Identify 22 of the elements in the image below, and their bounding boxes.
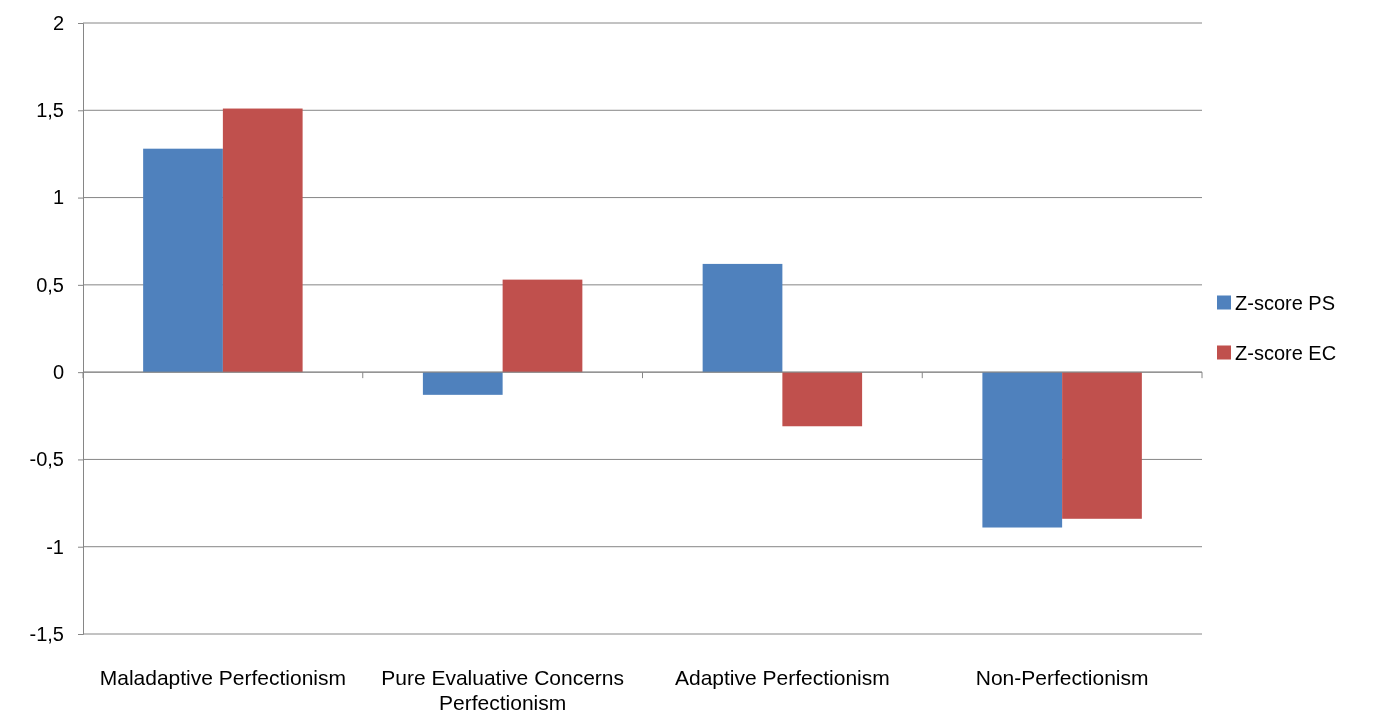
legend-label: Z-score PS	[1235, 291, 1336, 314]
x-tick-label: Adaptive Perfectionism	[674, 666, 890, 689]
bar	[143, 148, 223, 373]
y-tick-label: 1	[52, 186, 64, 209]
y-tick-label: -0,5	[29, 448, 64, 471]
y-tick-label: 1,5	[36, 99, 64, 122]
bar	[502, 279, 583, 373]
x-tick-label: Non-Perfectionism	[975, 666, 1149, 689]
y-tick-label: 2	[52, 11, 64, 34]
y-tick-label: 0,5	[36, 273, 64, 296]
y-tick-label: -1,5	[29, 622, 64, 645]
bar	[982, 372, 1063, 528]
y-tick-label: 0	[52, 361, 64, 384]
bar	[1062, 372, 1142, 519]
bar	[702, 263, 783, 373]
legend-label: Z-score EC	[1235, 341, 1337, 364]
bar	[422, 372, 503, 395]
bar	[782, 372, 863, 427]
x-tick-label: Pure Evaluative Concerns Perfectionism	[381, 666, 625, 715]
y-tick-label: -1	[46, 535, 64, 558]
x-tick-label: Maladaptive Perfectionism	[99, 666, 347, 689]
bar	[222, 108, 303, 373]
